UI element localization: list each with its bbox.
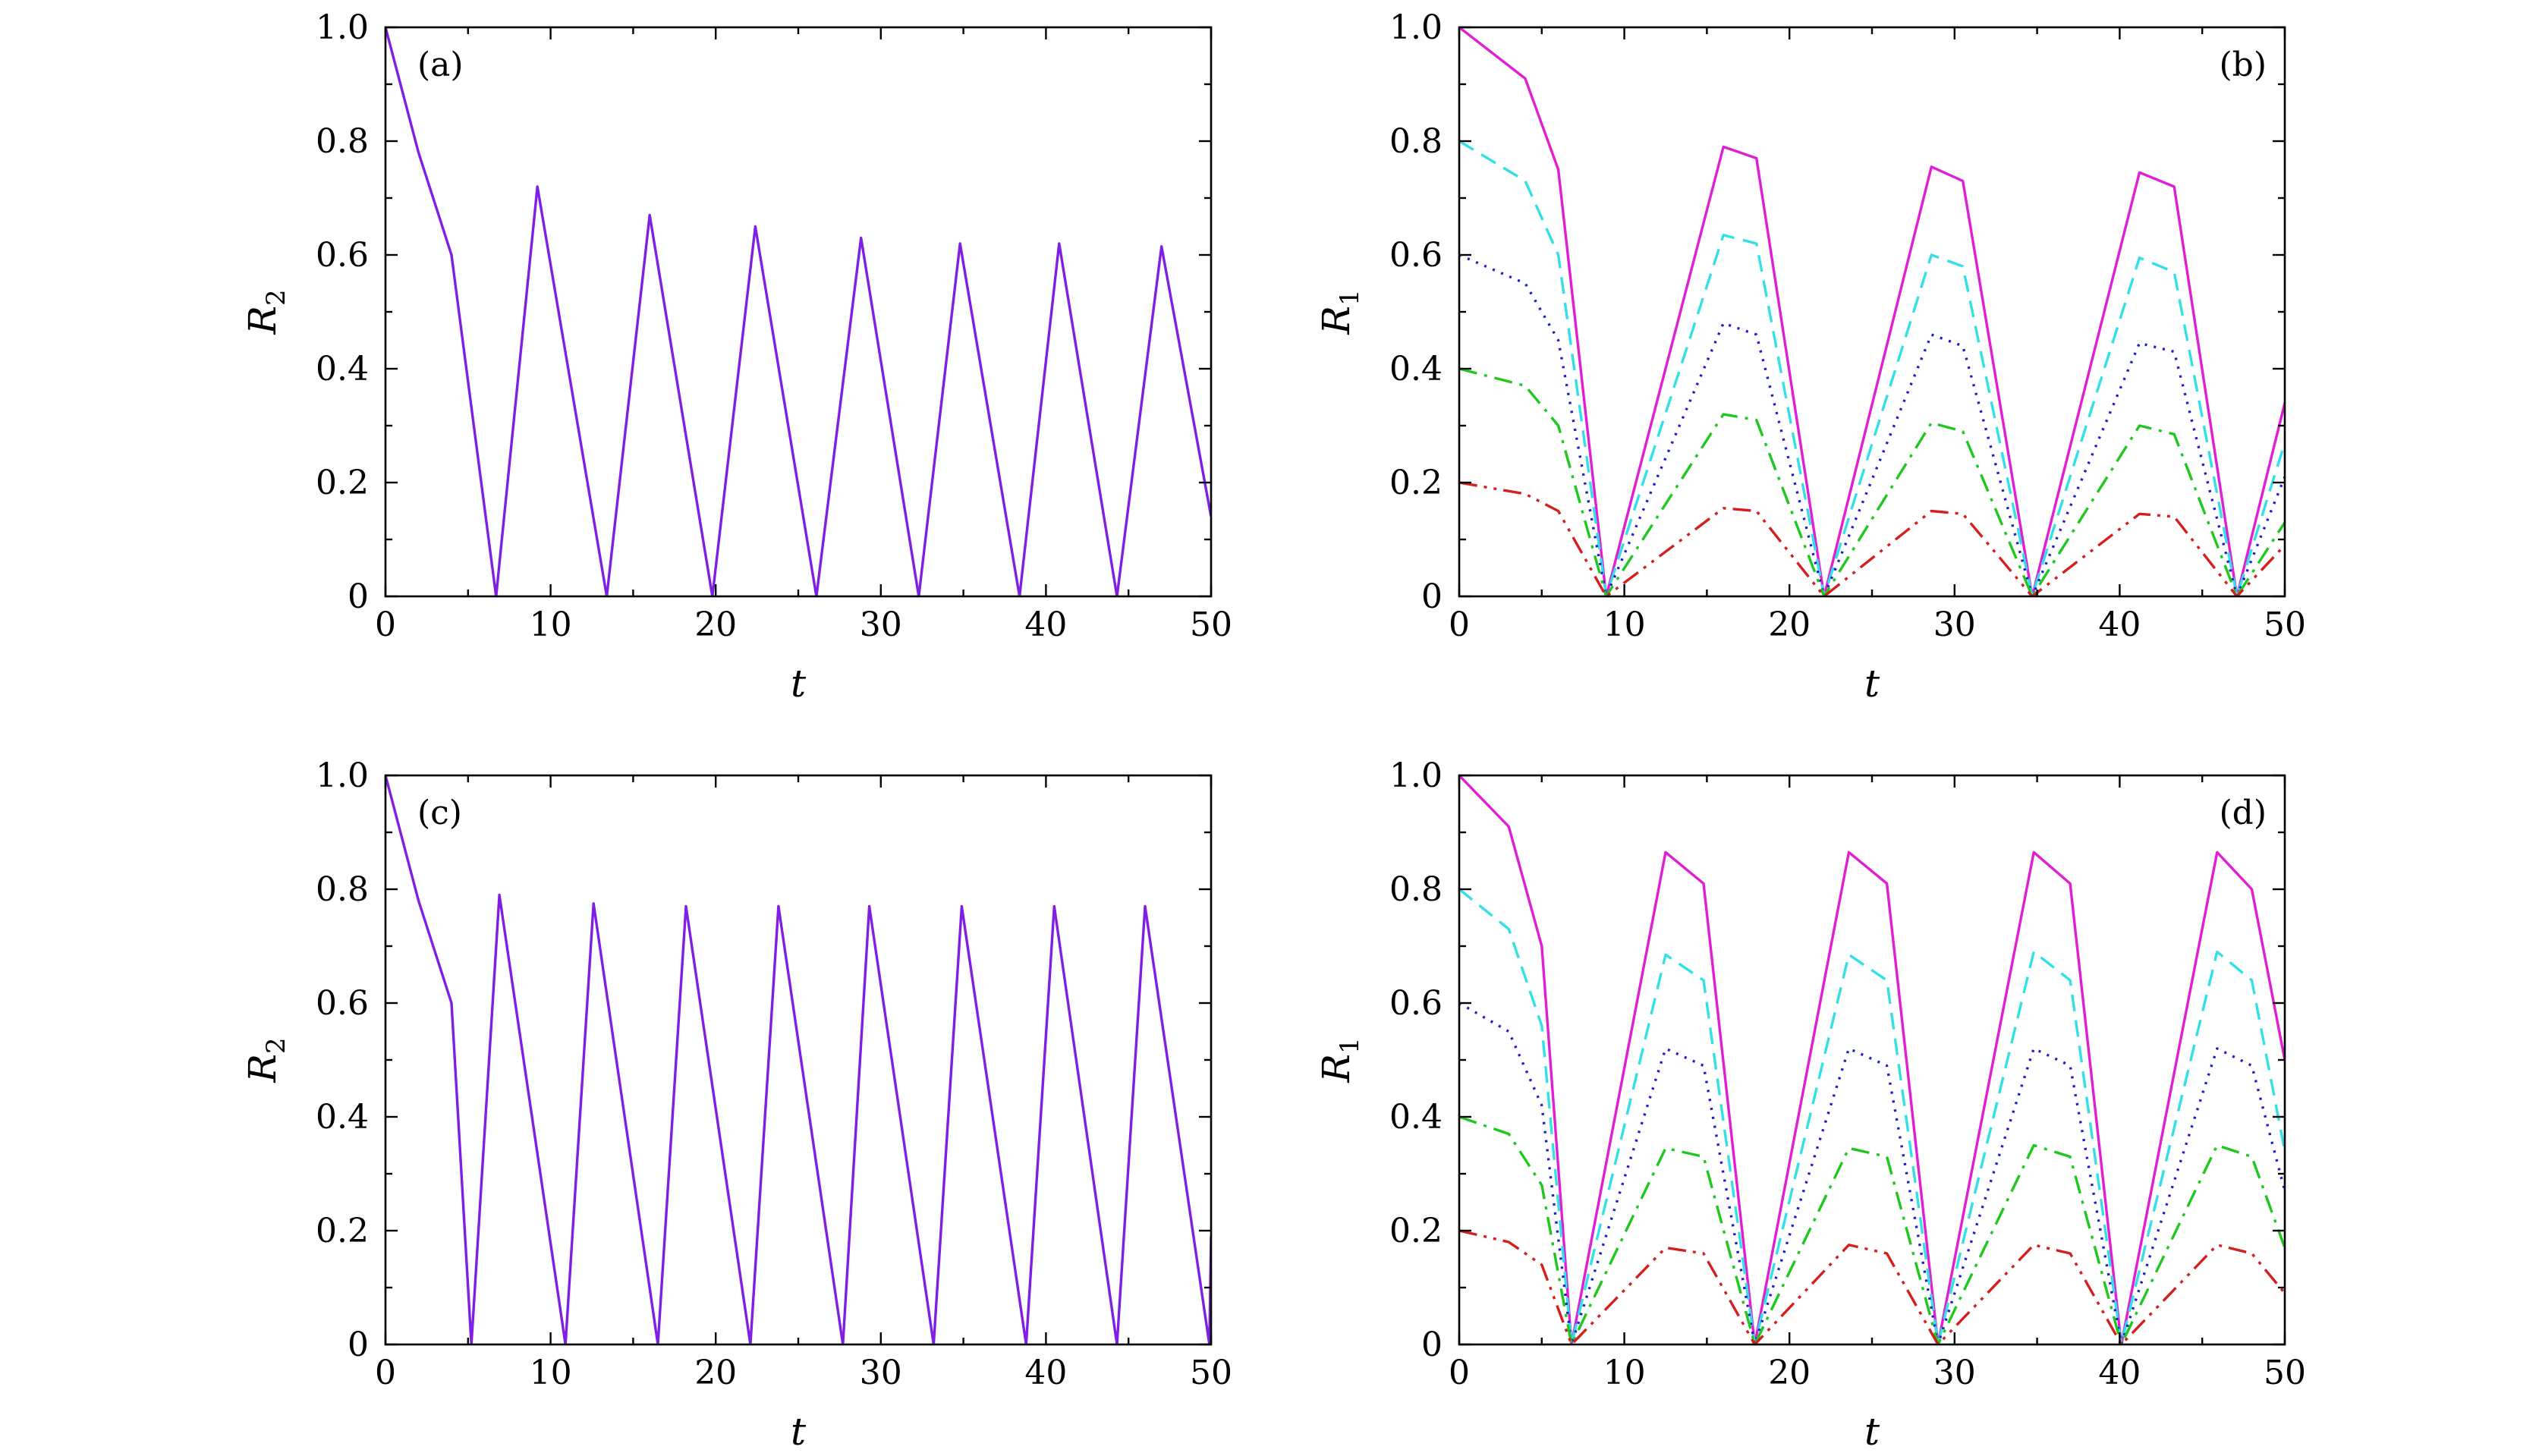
- y-tick-label: 0: [1421, 1325, 1443, 1364]
- x-tick-label: 20: [1768, 605, 1811, 644]
- x-tick-label: 20: [694, 605, 737, 644]
- x-tick-label: 30: [860, 1354, 902, 1392]
- y-tick-label: 0.4: [1389, 350, 1443, 388]
- y-tick-label: 0.6: [1389, 984, 1443, 1023]
- x-tick-label: 40: [1024, 1354, 1067, 1392]
- y-tick-label: 0.6: [1389, 236, 1443, 275]
- x-tick-label: 0: [375, 1354, 396, 1392]
- x-tick-label: 50: [1190, 605, 1232, 644]
- series-line-3: [1459, 253, 2285, 596]
- y-tick-label: 0.2: [316, 464, 369, 502]
- x-tick-label: 50: [2264, 605, 2306, 644]
- x-tick-label: 20: [1768, 1354, 1811, 1392]
- plot-frame: [384, 26, 1213, 598]
- series-line-1: [1459, 27, 2285, 596]
- y-tick-label: 0.4: [316, 1098, 369, 1137]
- x-tick-label: 40: [2098, 605, 2141, 644]
- y-tick-label: 1.0: [1389, 756, 1443, 795]
- y-axis-label: R1: [1314, 289, 1365, 335]
- y-tick-label: 0.6: [316, 984, 369, 1023]
- y-tick-label: 0: [348, 1325, 369, 1364]
- x-tick-label: 20: [694, 1354, 737, 1392]
- chart-panel-4: 0 10 20 30 40 50 0 0.2 0.4 0.6 0.8 1.0 t R1 (d): [1314, 756, 2306, 1454]
- y-tick-label: 0.2: [1389, 1212, 1443, 1250]
- chart-panel-1: 0 10 20 30 40 50 0 0.2 0.4 0.6 0.8 1.0 t R2 (a): [241, 8, 1232, 706]
- series-line-4: [1459, 367, 2285, 596]
- x-tick-label: 10: [530, 605, 572, 644]
- plot-frame: [384, 774, 1213, 1346]
- x-tick-label: 40: [2098, 1354, 2141, 1392]
- x-axis-label: t: [791, 662, 807, 706]
- series-line-2: [1459, 140, 2285, 596]
- panel-label: (a): [417, 46, 464, 84]
- x-tick-label: 0: [375, 605, 396, 644]
- x-tick-label: 10: [1603, 605, 1646, 644]
- x-tick-label: 30: [1933, 1354, 1976, 1392]
- x-tick-label: 0: [1449, 605, 1470, 644]
- series-line-4: [1459, 1115, 2285, 1344]
- panel-label: (b): [2220, 46, 2267, 84]
- x-tick-label: 50: [1190, 1354, 1232, 1392]
- y-tick-label: 0.8: [1389, 122, 1443, 161]
- x-axis-label: t: [1864, 662, 1880, 706]
- series-line-3: [1459, 1002, 2285, 1344]
- y-tick-label: 1.0: [1389, 8, 1443, 47]
- panel-label: (c): [417, 794, 462, 832]
- y-tick-label: 0.4: [316, 350, 369, 388]
- chart-panel-3: 0 10 20 30 40 50 0 0.2 0.4 0.6 0.8 1.0 t R2 (c): [241, 756, 1232, 1454]
- x-axis-label: t: [791, 1410, 807, 1454]
- x-tick-label: 30: [1933, 605, 1976, 644]
- chart-panel-2: 0 10 20 30 40 50 0 0.2 0.4 0.6 0.8 1.0 t R1 (b): [1314, 8, 2306, 706]
- y-tick-label: 0.2: [316, 1212, 369, 1250]
- y-axis-label: R2: [241, 289, 291, 335]
- y-tick-label: 0.6: [316, 236, 369, 275]
- x-tick-label: 50: [2264, 1354, 2306, 1392]
- panel-label: (d): [2220, 794, 2267, 832]
- x-tick-label: 40: [1024, 605, 1067, 644]
- x-tick-label: 0: [1449, 1354, 1470, 1392]
- y-tick-label: 1.0: [316, 756, 369, 795]
- series-line-5: [1459, 481, 2285, 596]
- x-tick-label: 30: [860, 605, 902, 644]
- series-line-2: [1459, 888, 2285, 1344]
- y-tick-label: 0: [348, 577, 369, 616]
- y-tick-label: 0: [1421, 577, 1443, 616]
- y-tick-label: 1.0: [316, 8, 369, 47]
- y-tick-label: 0.8: [316, 122, 369, 161]
- y-axis-label: R1: [1314, 1037, 1365, 1083]
- y-axis-label: R2: [241, 1037, 291, 1083]
- series-line-1: [385, 27, 1211, 596]
- y-tick-label: 0.4: [1389, 1098, 1443, 1137]
- y-tick-label: 0.2: [1389, 464, 1443, 502]
- series-line-1: [385, 775, 1211, 1344]
- x-tick-label: 10: [530, 1354, 572, 1392]
- y-tick-label: 0.8: [1389, 870, 1443, 909]
- y-tick-label: 0.8: [316, 870, 369, 909]
- series-line-1: [1459, 775, 2285, 1344]
- x-axis-label: t: [1864, 1410, 1880, 1454]
- x-tick-label: 10: [1603, 1354, 1646, 1392]
- series-line-5: [1459, 1229, 2285, 1344]
